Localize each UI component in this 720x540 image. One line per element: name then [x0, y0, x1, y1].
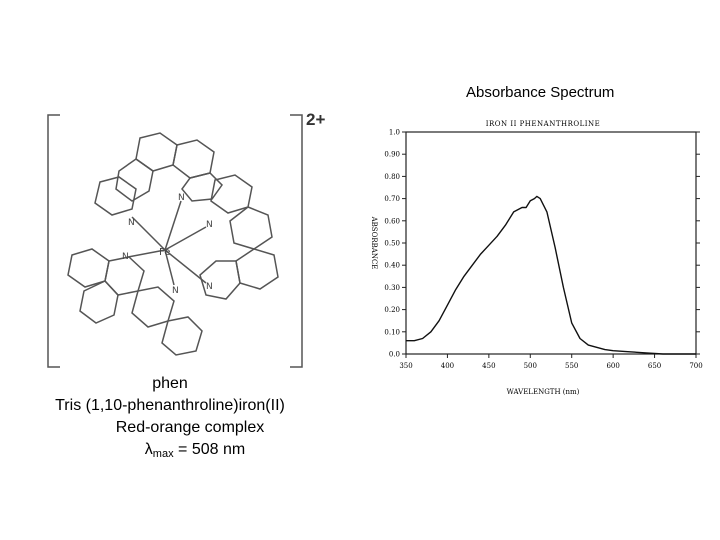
- y-axis-label: ABSORBANCE: [370, 216, 378, 270]
- n-label: N: [206, 220, 213, 230]
- spectrum-title: Absorbance Spectrum: [466, 84, 615, 101]
- ring: [199, 260, 241, 300]
- x-tick-label: 700: [689, 362, 702, 370]
- x-tick-label: 650: [648, 362, 661, 370]
- x-tick-label: 500: [524, 362, 537, 370]
- y-tick-label: 0.80: [384, 173, 400, 181]
- x-tick-label: 450: [482, 362, 495, 370]
- x-axis-label: WAVELENGTH (nm): [507, 388, 580, 396]
- complex-name: Tris (1,10-phenanthroline)iron(II): [55, 397, 285, 414]
- ligand-abbrev: phen: [152, 375, 188, 392]
- ring: [229, 206, 273, 250]
- y-tick-label: 0.40: [384, 262, 400, 270]
- x-tick-label: 350: [399, 362, 412, 370]
- y-tick-label: 0.10: [384, 328, 400, 336]
- fe-label: Fe: [159, 247, 170, 258]
- complex-structure: N N N N N N Fe 2+: [47, 110, 325, 368]
- lambda-value: = 508 nm: [173, 441, 246, 458]
- chart-ticks: 0.0 0.10 0.20 0.30 0.40 0.50 0.60 0.70 0.80 0.90 1…: [384, 129, 702, 371]
- lambda-subscript: max: [152, 448, 174, 460]
- ring: [115, 158, 154, 202]
- complex-color: Red-orange complex: [115, 419, 265, 436]
- complex-caption: phen Tris (1,10-phenanthroline)iron(II) …: [0, 373, 340, 465]
- x-tick-label: 400: [441, 362, 454, 370]
- chart-title: IRON II PHENANTHROLINE: [486, 120, 601, 128]
- absorbance-chart: IRON II PHENANTHROLINE ABSORBANCE WAVELE…: [370, 120, 703, 396]
- n-label: N: [178, 193, 185, 203]
- y-tick-label: 0.60: [384, 217, 400, 225]
- absorbance-line: [406, 195, 696, 355]
- x-tick-label: 600: [606, 362, 619, 370]
- y-tick-label: 1.0: [389, 129, 400, 137]
- y-tick-label: 0.50: [384, 240, 400, 248]
- n-label: N: [172, 286, 179, 296]
- ring: [104, 256, 145, 296]
- right-bracket: [290, 114, 303, 368]
- n-label: N: [206, 282, 213, 292]
- y-tick-label: 0.0: [389, 351, 400, 359]
- n-label: N: [128, 218, 135, 228]
- structure-bonds: [47, 114, 303, 368]
- lambda-symbol: λ: [144, 441, 153, 458]
- ring: [161, 316, 203, 356]
- ring: [135, 132, 178, 172]
- y-tick-label: 0.30: [384, 284, 400, 292]
- lambda-max: λmax = 508 nm: [0, 439, 340, 465]
- y-tick-label: 0.90: [384, 151, 400, 159]
- ring: [172, 139, 215, 179]
- charge-label: 2+: [306, 110, 325, 129]
- ring: [79, 280, 119, 324]
- atom-labels: N N N N N N Fe: [122, 193, 213, 296]
- left-bracket: [47, 114, 60, 368]
- y-tick-label: 0.70: [384, 195, 400, 203]
- ring: [94, 176, 137, 216]
- x-tick-label: 550: [565, 362, 578, 370]
- chart-lines: [406, 195, 696, 355]
- ring: [235, 248, 279, 290]
- chart-axes: [405, 131, 697, 355]
- y-tick-label: 0.20: [384, 306, 400, 314]
- plot-frame: [405, 131, 697, 355]
- n-label: N: [122, 252, 129, 262]
